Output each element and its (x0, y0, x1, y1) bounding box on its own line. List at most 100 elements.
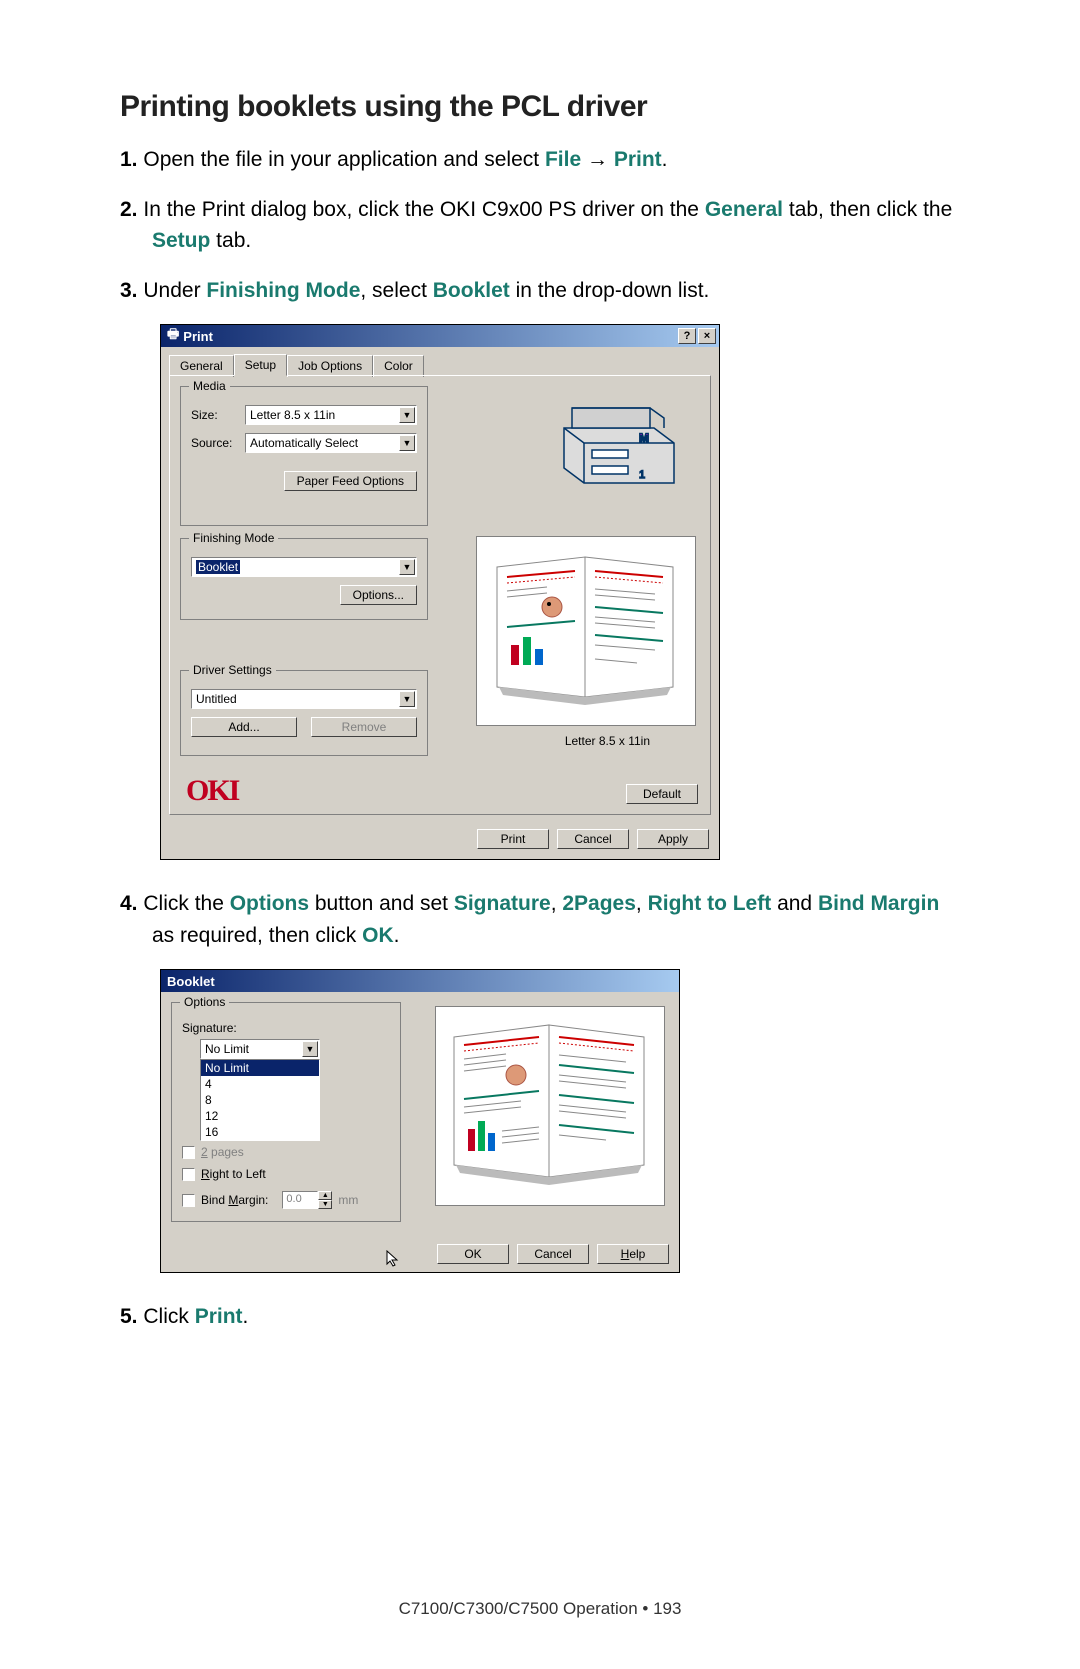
chevron-down-icon: ▼ (399, 691, 415, 707)
source-label: Source: (191, 436, 237, 450)
step-4-signature: Signature (454, 892, 551, 915)
size-value: Letter 8.5 x 11in (250, 408, 335, 422)
signature-label: Signature: (182, 1021, 390, 1035)
chevron-down-icon: ▼ (302, 1041, 318, 1057)
svg-text:M: M (639, 431, 649, 445)
oki-logo: OKI (178, 770, 246, 808)
size-label: Size: (191, 408, 237, 422)
tabstrip: General Setup Job Options Color (161, 347, 719, 375)
step-1a: Open the file in your application and se… (143, 148, 545, 171)
remove-button[interactable]: Remove (311, 717, 417, 737)
setup-panel: Size: Letter 8.5 x 11in ▼ Source: Automa… (169, 375, 711, 815)
step-3-booklet: Booklet (433, 279, 510, 302)
step-1-end: . (662, 148, 668, 171)
tab-job-options[interactable]: Job Options (287, 355, 373, 377)
checkbox-icon (182, 1146, 195, 1159)
options-group: Signature: No Limit ▼ No Limit 4 8 12 16… (171, 1002, 401, 1222)
list-option-8[interactable]: 8 (201, 1092, 319, 1108)
right-to-left-checkbox[interactable]: Right to Left (182, 1167, 390, 1181)
tab-color[interactable]: Color (373, 355, 424, 377)
help-button[interactable]: ? (678, 328, 696, 344)
print-dialog-title: Print (183, 329, 213, 344)
step-5-num: 5. (120, 1305, 138, 1328)
step-2: 2. In the Print dialog box, click the OK… (120, 194, 960, 257)
spinner-down-icon[interactable]: ▼ (318, 1200, 332, 1209)
step-2b: tab, then click the (783, 198, 952, 221)
booklet-dialog-title: Booklet (167, 974, 215, 989)
driver-value: Untitled (196, 692, 237, 706)
booklet-preview-2 (435, 1006, 665, 1206)
step-4d: as required, then click (152, 924, 362, 947)
print-dialog-titlebar: 🖶 Print ? × (161, 325, 719, 347)
media-group: Size: Letter 8.5 x 11in ▼ Source: Automa… (180, 386, 428, 526)
apply-button[interactable]: Apply (637, 829, 709, 849)
list-option-12[interactable]: 12 (201, 1108, 319, 1124)
cancel-button[interactable]: Cancel (517, 1244, 589, 1264)
step-5a: Click (143, 1305, 194, 1328)
signature-listbox[interactable]: No Limit 4 8 12 16 (200, 1059, 320, 1141)
checkbox-icon (182, 1194, 195, 1207)
chevron-down-icon: ▼ (399, 435, 415, 451)
step-2-setup: Setup (152, 229, 210, 252)
bind-margin-unit: mm (338, 1193, 358, 1207)
driver-dropdown[interactable]: Untitled ▼ (191, 689, 417, 709)
size-dropdown[interactable]: Letter 8.5 x 11in ▼ (245, 405, 417, 425)
add-button[interactable]: Add... (191, 717, 297, 737)
bind-margin-checkbox[interactable]: Bind Margin: 0.0 ▲▼ mm (182, 1191, 390, 1209)
step-4-ok: OK (362, 924, 394, 947)
tab-general[interactable]: General (169, 355, 234, 377)
chevron-down-icon: ▼ (399, 559, 415, 575)
step-4-num: 4. (120, 892, 138, 915)
finishing-dropdown[interactable]: Booklet ▼ (191, 557, 417, 577)
options-button[interactable]: Options... (340, 585, 417, 605)
svg-text:1: 1 (639, 469, 645, 481)
preview-size-label: Letter 8.5 x 11in (565, 734, 650, 748)
step-5b: . (243, 1305, 249, 1328)
spinner-up-icon[interactable]: ▲ (318, 1191, 332, 1200)
source-dropdown[interactable]: Automatically Select ▼ (245, 433, 417, 453)
default-button[interactable]: Default (626, 784, 698, 804)
cursor-icon (386, 1250, 400, 1268)
step-4-2pages: 2Pages (562, 892, 636, 915)
booklet-dialog-titlebar: Booklet (161, 970, 679, 992)
list-option-16[interactable]: 16 (201, 1124, 319, 1140)
step-4-options: Options (230, 892, 309, 915)
list-option-nolimit[interactable]: No Limit (201, 1060, 319, 1076)
driver-settings-group: Untitled ▼ Add... Remove (180, 670, 428, 756)
printer-icon: 🖶 (167, 325, 179, 347)
booklet-preview (476, 536, 696, 726)
chevron-down-icon: ▼ (399, 407, 415, 423)
print-dialog: 🖶 Print ? × General Setup Job Options Co… (160, 324, 720, 860)
step-4c: and (771, 892, 818, 915)
step-4c2: , (636, 892, 648, 915)
step-1-num: 1. (120, 148, 138, 171)
signature-dropdown[interactable]: No Limit ▼ (200, 1039, 320, 1059)
tab-setup[interactable]: Setup (234, 354, 287, 376)
step-4-rtl: Right to Left (648, 892, 772, 915)
step-3c: in the drop-down list. (510, 279, 710, 302)
two-pages-checkbox[interactable]: 2 pages (182, 1145, 390, 1159)
source-value: Automatically Select (250, 436, 358, 450)
step-4-bm: Bind Margin (818, 892, 939, 915)
step-1-arrow: → (581, 148, 614, 171)
step-4: 4. Click the Options button and set Sign… (120, 888, 960, 951)
step-1: 1. Open the file in your application and… (120, 144, 960, 176)
print-button[interactable]: Print (477, 829, 549, 849)
close-button[interactable]: × (698, 328, 716, 344)
ok-button[interactable]: OK (437, 1244, 509, 1264)
checkbox-icon (182, 1168, 195, 1181)
signature-value: No Limit (205, 1042, 249, 1056)
step-3a: Under (143, 279, 206, 302)
bind-margin-spinner[interactable]: 0.0 ▲▼ (282, 1191, 332, 1209)
booklet-dialog-buttons: OK Cancel Help (437, 1238, 669, 1264)
paper-feed-options-button[interactable]: Paper Feed Options (284, 471, 417, 491)
cancel-button[interactable]: Cancel (557, 829, 629, 849)
step-4a: Click the (143, 892, 229, 915)
step-4b: button and set (309, 892, 454, 915)
list-option-4[interactable]: 4 (201, 1076, 319, 1092)
step-4e: . (394, 924, 400, 947)
booklet-dialog: Booklet Signature: No Limit ▼ No Limit 4… (160, 969, 680, 1273)
bind-margin-label: Bind Margin: (201, 1193, 268, 1207)
two-pages-label: 2 pages (201, 1145, 244, 1159)
help-button[interactable]: Help (597, 1244, 669, 1264)
